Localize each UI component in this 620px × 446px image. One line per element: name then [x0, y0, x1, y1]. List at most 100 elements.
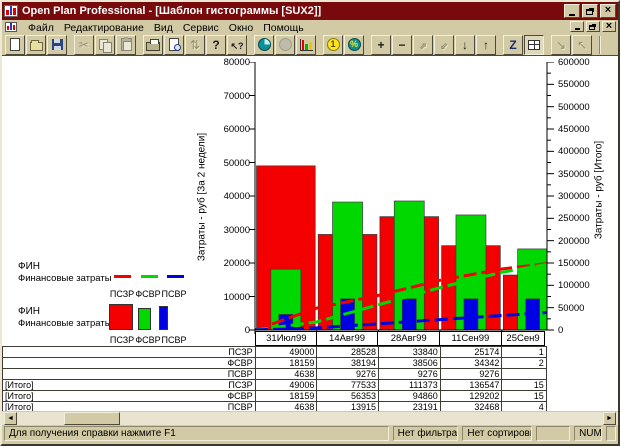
- row-code-label: ПСЗР: [228, 380, 253, 390]
- remove-icon: −: [398, 37, 406, 52]
- zoom-z-button[interactable]: Z: [503, 34, 523, 55]
- table-cell[interactable]: 9276: [439, 368, 503, 380]
- table-cell[interactable]: 32468: [439, 401, 503, 411]
- table-cell[interactable]: 33840: [378, 346, 441, 358]
- row-group-label: [Итого]: [5, 402, 34, 412]
- table-cell[interactable]: 13915: [316, 401, 380, 411]
- table-cell[interactable]: 9276: [316, 368, 380, 380]
- table-cell[interactable]: 4638: [254, 368, 318, 380]
- table-cell[interactable]: 129202: [439, 390, 503, 402]
- legend-title: ФИН: [18, 261, 41, 272]
- date-header-cell[interactable]: 28Авг99: [377, 331, 441, 346]
- add-button[interactable]: +: [371, 34, 391, 55]
- percent-button[interactable]: %: [344, 34, 364, 55]
- menu-item-4[interactable]: Сервис: [182, 21, 219, 34]
- table-row[interactable]: ФСВР 18159 38194 38506 34342 2: [2, 357, 547, 369]
- table-cell[interactable]: 28528: [316, 346, 380, 358]
- table-cell[interactable]: 49000: [254, 346, 318, 358]
- left-axis-tick-label: 10000: [223, 291, 250, 303]
- table-cell[interactable]: 15: [501, 390, 547, 402]
- right-axis-tick-label: 450000: [558, 124, 590, 135]
- table-cell[interactable]: 94860: [378, 390, 441, 402]
- right-axis-tick-label: 200000: [558, 235, 590, 247]
- table-cell[interactable]: 2: [501, 357, 547, 369]
- horizontal-scrollbar[interactable]: ◄ ►: [2, 412, 618, 425]
- move-down-button[interactable]: ↓: [455, 34, 475, 55]
- print-button[interactable]: [143, 34, 163, 55]
- table-cell[interactable]: 9276: [378, 368, 441, 380]
- table-cell[interactable]: 49006: [254, 379, 318, 391]
- table-cell[interactable]: 25174: [439, 346, 503, 358]
- table-cell[interactable]: [501, 368, 547, 380]
- table-cell[interactable]: 18159: [254, 357, 318, 369]
- expand-icon: ↘: [555, 37, 567, 52]
- table-row[interactable]: ПСВР 4638 9276 9276 9276: [2, 368, 547, 380]
- move-up-button[interactable]: ↑: [476, 34, 496, 55]
- table-view-button[interactable]: [524, 34, 544, 55]
- table-cell[interactable]: 15: [501, 379, 547, 391]
- menu-item-2[interactable]: Редактирование: [63, 21, 144, 34]
- open-folder-button[interactable]: [26, 34, 46, 55]
- table-row[interactable]: [Итого] ПСЗР 49006 77533 111373 136547 15: [2, 379, 547, 391]
- chart-plot: [249, 62, 554, 334]
- table-cell[interactable]: 56353: [316, 390, 380, 402]
- date-header-cell[interactable]: 11Сен99: [439, 331, 502, 346]
- date-header-cell[interactable]: 25Сен9: [500, 331, 546, 346]
- table-cell[interactable]: 4638: [254, 401, 318, 411]
- time-clock-button[interactable]: [254, 34, 274, 55]
- scrollbar-thumb[interactable]: [64, 412, 120, 425]
- minimize-button[interactable]: [564, 4, 580, 18]
- table-cell[interactable]: 77533: [316, 379, 380, 391]
- table-cell[interactable]: 111373: [378, 379, 441, 391]
- date-header-cell[interactable]: 14Авг99: [315, 331, 379, 346]
- legend-bar-swatch-ПСВР: [159, 306, 168, 330]
- menu-item-1[interactable]: Файл: [28, 21, 54, 34]
- legend-line-swatch-ПСВР: [167, 275, 184, 278]
- table-cell[interactable]: 136547: [439, 379, 503, 391]
- close-button[interactable]: ×: [600, 4, 616, 18]
- title-bar: Open Plan Professional - [Шаблон гистогр…: [2, 2, 618, 20]
- remove-button[interactable]: −: [392, 34, 412, 55]
- toolbar-separator: [599, 35, 601, 54]
- cut-button: ✂: [74, 34, 94, 55]
- child-close-button[interactable]: ×: [602, 20, 616, 32]
- histogram-document: Затраты - руб [За 2 недели] Затраты - ру…: [2, 56, 618, 411]
- table-cell[interactable]: 23191: [378, 401, 441, 411]
- table-cell[interactable]: 4: [501, 401, 547, 411]
- child-restore-button[interactable]: [586, 21, 600, 32]
- legend-item-label: ФСВР: [135, 289, 161, 299]
- help-button[interactable]: ?: [206, 34, 226, 55]
- histogram-button[interactable]: [296, 34, 316, 55]
- table-row[interactable]: [Итого] ПСВР 4638 13915 23191 32468 4: [2, 401, 547, 412]
- right-axis-tick-label: 500000: [558, 101, 590, 113]
- document-window-icon[interactable]: [5, 21, 17, 32]
- context-help-button[interactable]: ↖?: [227, 34, 247, 55]
- restore-button[interactable]: [582, 4, 598, 18]
- table-cell[interactable]: 38506: [378, 357, 441, 369]
- toolbar-group: Z: [503, 34, 544, 55]
- right-axis-tick-label: 600000: [558, 57, 590, 68]
- child-minimize-button[interactable]: [570, 21, 584, 32]
- table-cell[interactable]: 34342: [439, 357, 503, 369]
- restore-icon: [585, 8, 593, 15]
- menu-item-6[interactable]: Помощь: [263, 21, 304, 34]
- currency-coin-button[interactable]: 1: [323, 34, 343, 55]
- date-header-cell[interactable]: 31Июл99: [255, 331, 318, 346]
- paste-button: [116, 34, 136, 55]
- table-cell[interactable]: 1: [501, 346, 547, 358]
- table-cell[interactable]: 38194: [316, 357, 380, 369]
- new-document-button[interactable]: [5, 34, 25, 55]
- arrow-left-icon: ◄: [7, 415, 14, 422]
- save-button[interactable]: [47, 34, 67, 55]
- menu-item-5[interactable]: Окно: [228, 21, 254, 34]
- scroll-right-button[interactable]: ►: [603, 412, 616, 425]
- left-axis-tick-label: 20000: [223, 258, 250, 269]
- table-row[interactable]: [Итого] ФСВР 18159 56353 94860 129202 15: [2, 390, 547, 402]
- scroll-left-button[interactable]: ◄: [4, 412, 17, 425]
- table-row[interactable]: ПСЗР 49000 28528 33840 25174 1: [2, 346, 547, 358]
- table-cell[interactable]: 18159: [254, 390, 318, 402]
- toolbar-group: 1%: [323, 34, 364, 55]
- open-folder-icon: [29, 39, 43, 51]
- print-preview-button[interactable]: [164, 34, 184, 55]
- menu-item-3[interactable]: Вид: [153, 21, 173, 34]
